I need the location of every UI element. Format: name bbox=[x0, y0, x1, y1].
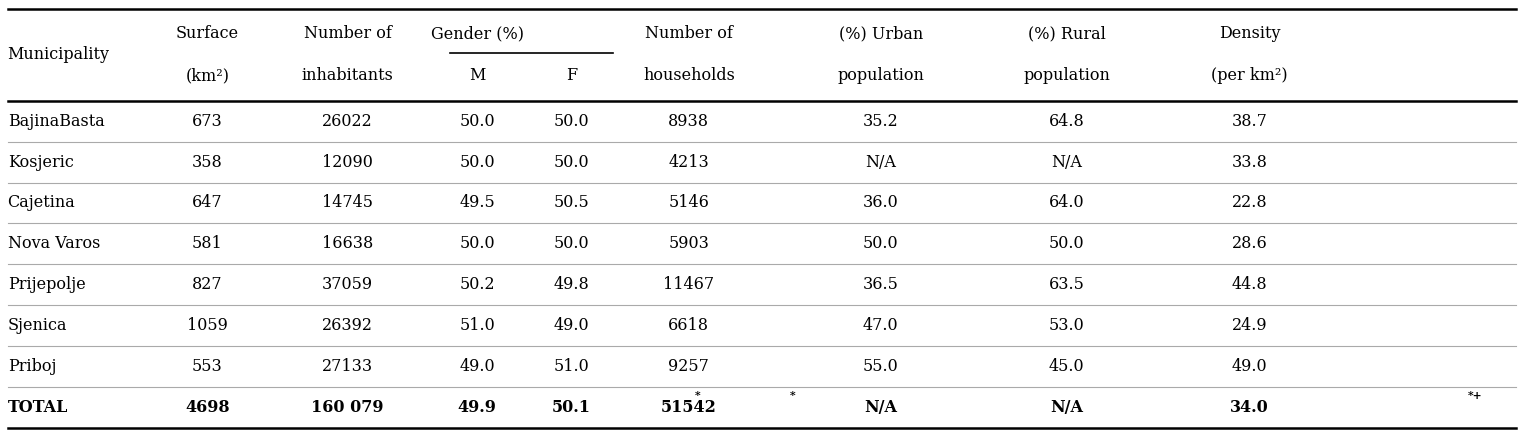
Text: 28.6: 28.6 bbox=[1231, 235, 1268, 252]
Text: TOTAL: TOTAL bbox=[8, 399, 69, 416]
Text: 50.0: 50.0 bbox=[459, 113, 495, 130]
Text: N/A: N/A bbox=[1050, 399, 1084, 416]
Text: 33.8: 33.8 bbox=[1231, 154, 1268, 171]
Text: 50.0: 50.0 bbox=[553, 154, 590, 171]
Text: *: * bbox=[789, 391, 796, 401]
Text: M: M bbox=[469, 67, 485, 84]
Text: 50.5: 50.5 bbox=[553, 194, 590, 212]
Text: N/A: N/A bbox=[866, 154, 896, 171]
Text: 51.0: 51.0 bbox=[553, 358, 590, 375]
Text: 50.0: 50.0 bbox=[459, 154, 495, 171]
Text: 4213: 4213 bbox=[669, 154, 709, 171]
Text: Sjenica: Sjenica bbox=[8, 317, 67, 334]
Text: households: households bbox=[643, 67, 735, 84]
Text: N/A: N/A bbox=[864, 399, 898, 416]
Text: 55.0: 55.0 bbox=[863, 358, 899, 375]
Text: 26022: 26022 bbox=[322, 113, 373, 130]
Text: 581: 581 bbox=[192, 235, 223, 252]
Text: 5146: 5146 bbox=[669, 194, 709, 212]
Text: 36.0: 36.0 bbox=[863, 194, 899, 212]
Text: 27133: 27133 bbox=[322, 358, 373, 375]
Text: BajinaBasta: BajinaBasta bbox=[8, 113, 104, 130]
Text: Number of: Number of bbox=[303, 25, 392, 42]
Text: F: F bbox=[565, 67, 578, 84]
Text: 51.0: 51.0 bbox=[459, 317, 495, 334]
Text: Nova Varos: Nova Varos bbox=[8, 235, 101, 252]
Text: 49.0: 49.0 bbox=[553, 317, 590, 334]
Text: Surface: Surface bbox=[175, 25, 239, 42]
Text: *+: *+ bbox=[1468, 391, 1483, 401]
Text: 37059: 37059 bbox=[322, 276, 373, 293]
Text: 6618: 6618 bbox=[669, 317, 709, 334]
Text: 12090: 12090 bbox=[322, 154, 373, 171]
Text: 22.8: 22.8 bbox=[1231, 194, 1268, 212]
Text: 50.1: 50.1 bbox=[552, 399, 591, 416]
Text: 49.9: 49.9 bbox=[457, 399, 497, 416]
Text: 8938: 8938 bbox=[669, 113, 709, 130]
Text: 50.0: 50.0 bbox=[553, 113, 590, 130]
Text: 64.8: 64.8 bbox=[1049, 113, 1085, 130]
Text: 160 079: 160 079 bbox=[311, 399, 384, 416]
Text: 63.5: 63.5 bbox=[1049, 276, 1085, 293]
Text: 44.8: 44.8 bbox=[1231, 276, 1268, 293]
Text: 5903: 5903 bbox=[669, 235, 709, 252]
Text: 45.0: 45.0 bbox=[1049, 358, 1085, 375]
Text: N/A: N/A bbox=[1052, 154, 1082, 171]
Text: 49.8: 49.8 bbox=[553, 276, 590, 293]
Text: 4698: 4698 bbox=[184, 399, 230, 416]
Text: 49.5: 49.5 bbox=[459, 194, 495, 212]
Text: Priboj: Priboj bbox=[8, 358, 56, 375]
Text: 35.2: 35.2 bbox=[863, 113, 899, 130]
Text: (per km²): (per km²) bbox=[1212, 67, 1288, 84]
Text: Number of: Number of bbox=[645, 25, 733, 42]
Text: 26392: 26392 bbox=[322, 317, 373, 334]
Text: *: * bbox=[695, 391, 701, 401]
Text: 50.0: 50.0 bbox=[863, 235, 899, 252]
Text: Kosjeric: Kosjeric bbox=[8, 154, 73, 171]
Text: 9257: 9257 bbox=[669, 358, 709, 375]
Text: 49.0: 49.0 bbox=[459, 358, 495, 375]
Text: 11467: 11467 bbox=[663, 276, 715, 293]
Text: Municipality: Municipality bbox=[8, 46, 110, 63]
Text: 47.0: 47.0 bbox=[863, 317, 899, 334]
Text: 50.2: 50.2 bbox=[459, 276, 495, 293]
Text: population: population bbox=[837, 67, 925, 84]
Text: (km²): (km²) bbox=[186, 67, 229, 84]
Text: Cajetina: Cajetina bbox=[8, 194, 75, 212]
Text: 36.5: 36.5 bbox=[863, 276, 899, 293]
Text: 49.0: 49.0 bbox=[1231, 358, 1268, 375]
Text: 647: 647 bbox=[192, 194, 223, 212]
Text: 51542: 51542 bbox=[661, 399, 716, 416]
Text: (%) Rural: (%) Rural bbox=[1027, 25, 1106, 42]
Text: 34.0: 34.0 bbox=[1230, 399, 1269, 416]
Text: 14745: 14745 bbox=[322, 194, 373, 212]
Text: 358: 358 bbox=[192, 154, 223, 171]
Text: 827: 827 bbox=[192, 276, 223, 293]
Text: 38.7: 38.7 bbox=[1231, 113, 1268, 130]
Text: inhabitants: inhabitants bbox=[302, 67, 393, 84]
Text: 50.0: 50.0 bbox=[1049, 235, 1085, 252]
Text: Prijepolje: Prijepolje bbox=[8, 276, 85, 293]
Text: 24.9: 24.9 bbox=[1231, 317, 1268, 334]
Text: 16638: 16638 bbox=[322, 235, 373, 252]
Text: 673: 673 bbox=[192, 113, 223, 130]
Text: 553: 553 bbox=[192, 358, 223, 375]
Text: 50.0: 50.0 bbox=[459, 235, 495, 252]
Text: Density: Density bbox=[1219, 25, 1280, 42]
Text: 1059: 1059 bbox=[187, 317, 227, 334]
Text: population: population bbox=[1023, 67, 1111, 84]
Text: Gender (%): Gender (%) bbox=[430, 25, 524, 42]
Text: 53.0: 53.0 bbox=[1049, 317, 1085, 334]
Text: (%) Urban: (%) Urban bbox=[838, 25, 924, 42]
Text: 50.0: 50.0 bbox=[553, 235, 590, 252]
Text: 64.0: 64.0 bbox=[1049, 194, 1085, 212]
